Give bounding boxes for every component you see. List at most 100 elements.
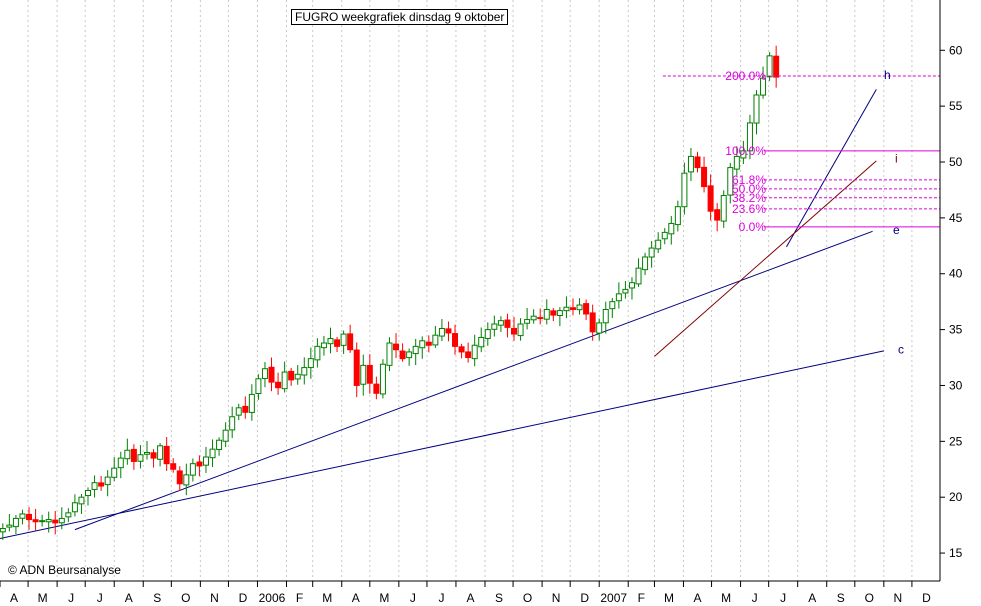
y-tick-label: 35 [949,323,963,337]
candle-body [740,150,747,159]
candle-body [733,155,740,170]
candle-body [65,512,72,518]
candle-body [642,256,649,271]
candle-body [687,155,694,173]
candle-body [753,94,760,124]
candle-body [301,367,308,376]
candle-body [353,349,360,386]
x-tick-label: A [808,591,816,605]
candle-body [406,351,413,359]
candle-body [216,439,223,450]
x-tick-label: A [352,591,360,605]
candle-body [334,339,341,347]
candle-body [255,378,262,395]
x-tick-label: M [721,591,731,605]
candle-body [117,457,124,469]
candle-body [19,513,26,519]
x-tick-label: S [495,591,503,605]
y-tick-label: 60 [949,43,963,57]
candle-body [622,288,629,294]
y-tick-label: 20 [949,490,963,504]
candle-body [674,206,681,226]
candle-body [458,346,465,353]
y-tick-label: 45 [949,211,963,225]
candle-body [366,364,373,384]
x-tick-label: J [438,591,444,605]
wave-label-h: h [884,68,891,82]
plot-frame [0,0,941,582]
candle-body [628,282,635,289]
candle-body [504,319,511,328]
candle-body [491,323,498,330]
x-tick-label: A [466,591,474,605]
x-tick-label: 2007 [600,591,627,605]
y-tick-label: 50 [949,155,963,169]
candle-body [556,310,563,316]
x-tick-label: J [752,591,758,605]
chart-title: FUGRO weekgrafiek dinsdag 9 oktober [291,9,509,25]
candle-body [26,513,33,521]
candle-body [386,342,393,366]
y-tick-label: 55 [949,99,963,113]
y-axis-ticks: 15 20 25 30 35 40 45 50 55 60 [940,43,963,560]
candle-body [98,482,105,487]
candle-body [694,156,701,169]
candles [0,45,780,540]
x-tick-label: F [638,591,645,605]
x-tick-label: N [210,591,219,605]
candle-body [294,373,301,380]
candle-body [379,363,386,395]
candle-body [760,77,767,96]
candle-body [202,456,209,466]
candle-body [176,470,183,485]
x-tick-label: D [239,591,248,605]
x-tick-label: 2006 [259,591,286,605]
candle-body [157,445,164,460]
candle-body [589,312,596,333]
fib-label: 100.0% [725,144,766,158]
x-tick-label: D [922,591,931,605]
candle-body [150,452,157,459]
candle-body [478,336,485,348]
wave-labels: h i e c [884,68,904,357]
candle-body [635,267,642,285]
candle-body [242,405,249,413]
candle-body [52,519,59,524]
candle-body [58,517,65,524]
candle-body [425,341,432,346]
candle-body [550,310,557,316]
x-tick-label: M [664,591,674,605]
candle-body [39,520,46,523]
y-tick-label: 30 [949,378,963,392]
candle-body [137,454,144,462]
fibonacci-levels: 200.0% 100.0% 61.8%50.0%38.2%23.6% 0.0% [662,69,940,234]
candle-body [452,333,459,347]
y-tick-label: 25 [949,434,963,448]
x-tick-label: O [523,591,532,605]
candle-body [537,317,544,320]
candle-body [189,463,196,476]
x-tick-label: A [125,591,133,605]
candle-body [229,416,236,431]
candle-body [524,319,531,324]
wave-label-e: e [893,223,900,237]
candle-body [281,371,288,390]
x-tick-label: O [181,591,190,605]
x-tick-label: M [38,591,48,605]
candle-body [399,350,406,360]
fib-label: 23.6% [732,202,766,216]
candle-body [661,231,668,240]
candle-body [327,338,334,345]
candle-body [222,429,229,442]
candle-body [701,166,708,188]
candle-body [746,122,753,152]
candle-body [0,527,6,533]
candle-body [569,307,576,310]
candle-body [314,345,321,361]
candle-body [419,340,426,349]
candle-body [347,333,354,351]
candle-body [655,239,662,250]
x-tick-label: J [68,591,74,605]
candle-body [235,407,242,416]
